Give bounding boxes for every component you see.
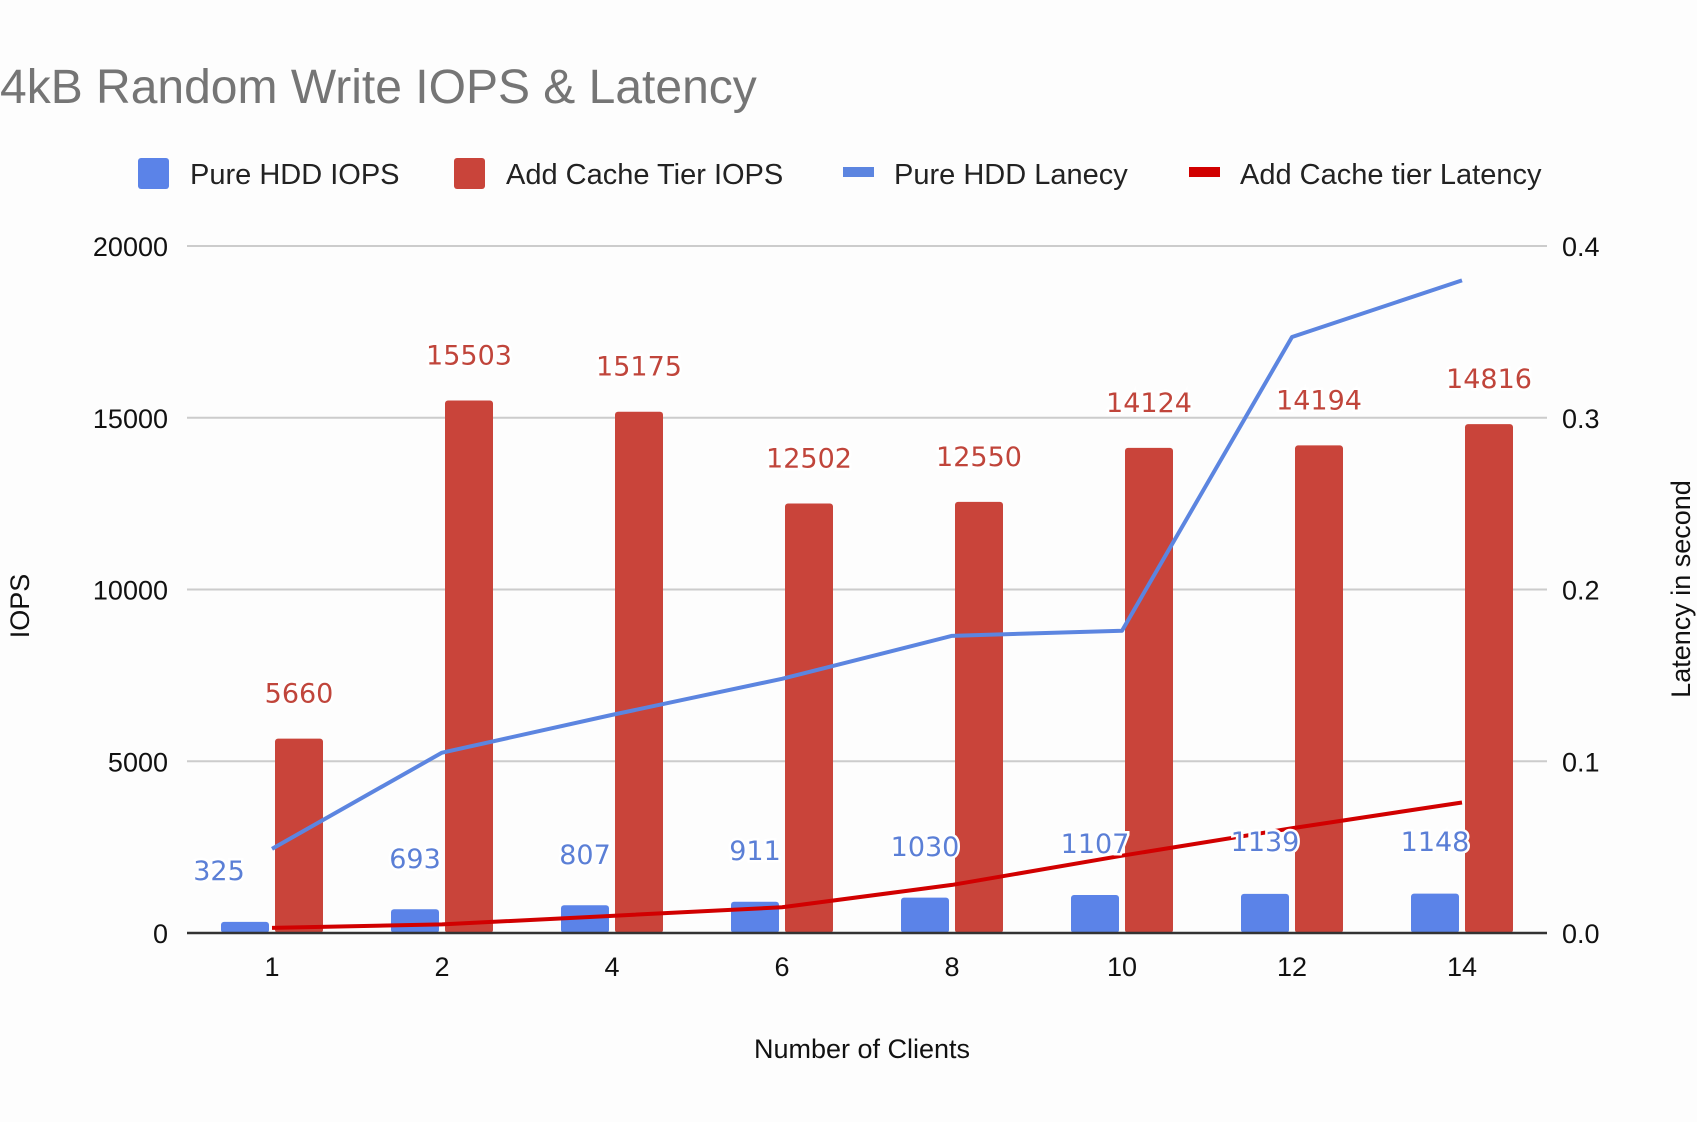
x-tick-label: 4 xyxy=(604,952,619,982)
bar-pure-hdd-iops[interactable] xyxy=(1071,894,1119,933)
x-tick-label: 14 xyxy=(1447,952,1477,982)
bar-pure-hdd-iops[interactable] xyxy=(1241,893,1289,933)
data-labels: 325 693 807 911 1030 1107 1139 1148 5660 15503 151… xyxy=(191,338,1535,890)
y-tick-label: 0 xyxy=(153,919,168,949)
legend-label-pure-hdd-latency: Pure HDD Lanecy xyxy=(894,159,1128,191)
legend-item-add-cache-tier-latency[interactable]: Add Cache tier Latency xyxy=(1189,159,1542,191)
bar-add-cache-tier-iops[interactable] xyxy=(1125,447,1173,933)
data-label-add-cache-tier-iops: 15175 xyxy=(596,352,682,383)
y-axis-right-ticks: 0.0 0.1 0.2 0.3 0.4 xyxy=(1562,232,1600,949)
data-label-pure-hdd-iops: 911 xyxy=(729,836,781,867)
bar-pure-hdd-iops[interactable] xyxy=(1411,893,1459,933)
data-label-pure-hdd-iops: 325 xyxy=(193,856,245,887)
y-tick-label: 5000 xyxy=(108,747,168,777)
y-axis-left-title: IOPS xyxy=(5,574,35,639)
line-add-cache-tier-latency[interactable] xyxy=(271,800,1463,930)
legend-label-pure-hdd-iops: Pure HDD IOPS xyxy=(190,159,400,191)
y-tick-label: 10000 xyxy=(93,576,168,606)
y2-tick-label: 0.1 xyxy=(1562,747,1600,777)
x-tick-label: 1 xyxy=(264,952,279,982)
data-label-add-cache-tier-iops: 15503 xyxy=(426,340,512,371)
x-tick-label: 6 xyxy=(774,952,789,982)
legend: Pure HDD IOPS Add Cache Tier IOPS Pure H… xyxy=(138,158,1542,191)
data-label-pure-hdd-iops: 1107 xyxy=(1061,829,1130,860)
bar-pure-hdd-iops[interactable] xyxy=(901,897,949,933)
legend-item-add-cache-tier-iops[interactable]: Add Cache Tier IOPS xyxy=(454,158,783,191)
x-tick-label: 10 xyxy=(1107,952,1137,982)
bar-pure-hdd-iops[interactable] xyxy=(391,909,439,933)
legend-label-add-cache-tier-iops: Add Cache Tier IOPS xyxy=(506,159,783,191)
y2-tick-label: 0.3 xyxy=(1562,404,1600,434)
legend-swatch-add-cache-tier-iops xyxy=(454,158,485,189)
y-axis-right-title: Latency in second xyxy=(1666,480,1696,698)
y-tick-label: 20000 xyxy=(93,232,168,262)
data-label-pure-hdd-iops: 1139 xyxy=(1231,827,1300,858)
x-tick-label: 12 xyxy=(1277,952,1307,982)
bar-add-cache-tier-iops[interactable] xyxy=(445,400,493,934)
data-label-pure-hdd-iops: 1148 xyxy=(1401,827,1470,858)
legend-swatch-add-cache-tier-latency xyxy=(1189,167,1220,177)
latency-lines xyxy=(271,278,1463,930)
y2-tick-label: 0.0 xyxy=(1562,919,1600,949)
legend-item-pure-hdd-iops[interactable]: Pure HDD IOPS xyxy=(138,158,400,191)
x-tick-label: 8 xyxy=(944,952,959,982)
legend-item-pure-hdd-latency[interactable]: Pure HDD Lanecy xyxy=(843,159,1128,191)
data-label-add-cache-tier-iops: 14194 xyxy=(1276,385,1362,416)
y-tick-label: 15000 xyxy=(93,404,168,434)
legend-swatch-pure-hdd-latency xyxy=(843,167,874,177)
y-axis-left-ticks: 0 5000 10000 15000 20000 xyxy=(93,232,168,949)
x-tick-label: 2 xyxy=(434,952,449,982)
x-axis-ticks: 1 2 4 6 8 10 12 14 xyxy=(264,952,1477,982)
data-label-add-cache-tier-iops: 14816 xyxy=(1446,364,1532,395)
data-label-add-cache-tier-iops: 12550 xyxy=(936,442,1022,473)
legend-swatch-pure-hdd-iops xyxy=(138,158,169,189)
legend-label-add-cache-tier-latency: Add Cache tier Latency xyxy=(1240,159,1542,191)
data-label-pure-hdd-iops: 807 xyxy=(559,840,611,871)
bar-pure-hdd-iops[interactable] xyxy=(221,921,269,933)
bar-add-cache-tier-iops[interactable] xyxy=(615,411,663,933)
data-label-add-cache-tier-iops: 5660 xyxy=(265,679,334,710)
bar-add-cache-tier-iops[interactable] xyxy=(1465,424,1513,933)
line-pure-hdd-lanecy[interactable] xyxy=(271,278,1463,851)
y2-tick-label: 0.4 xyxy=(1562,232,1600,262)
x-axis-title: Number of Clients xyxy=(754,1034,970,1064)
y2-tick-label: 0.2 xyxy=(1562,576,1600,606)
data-label-add-cache-tier-iops: 14124 xyxy=(1106,388,1192,419)
chart-title: 4kB Random Write IOPS & Latency xyxy=(0,61,757,114)
bar-add-cache-tier-iops[interactable] xyxy=(785,503,833,933)
data-label-add-cache-tier-iops: 12502 xyxy=(766,444,852,475)
data-label-pure-hdd-iops: 693 xyxy=(389,844,441,875)
data-label-pure-hdd-iops: 1030 xyxy=(891,832,960,863)
bar-add-cache-tier-iops[interactable] xyxy=(955,501,1003,933)
bar-add-cache-tier-iops[interactable] xyxy=(1295,445,1343,933)
